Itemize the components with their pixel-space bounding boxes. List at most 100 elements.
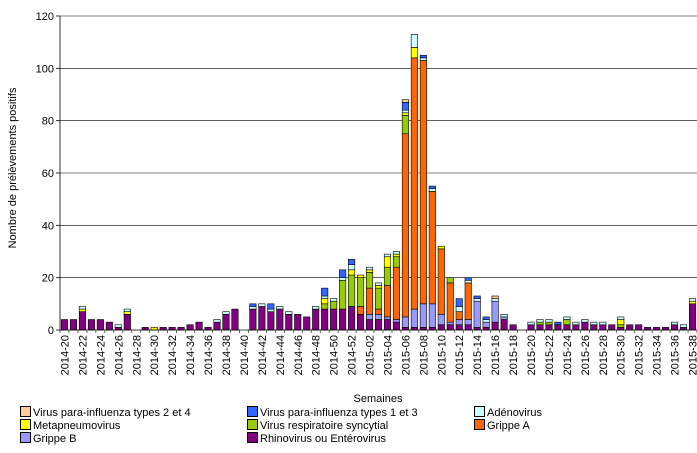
bar-segment — [410, 47, 418, 59]
bar-segment — [401, 115, 409, 135]
bar-segment — [392, 321, 400, 331]
bar-segment — [500, 313, 508, 318]
x-tick-labels: 2014-20 2014-22 2014-24 2014-26 2014-28 2014-… — [59, 330, 697, 375]
bar-segment — [339, 308, 347, 331]
y-tick-labels: 0 20 40 60 80 100 120 — [36, 11, 60, 337]
bar-segment — [69, 319, 77, 331]
legend-label: Virus para-influenza types 1 et 3 — [260, 407, 418, 419]
legend-swatch — [247, 406, 258, 417]
bar-segment — [536, 321, 544, 326]
legend-swatch — [20, 419, 31, 430]
x-tick-label: 2015-08 — [418, 335, 430, 375]
bar-segment — [572, 324, 580, 331]
x-tick-label: 2015-30 — [616, 335, 628, 375]
bar-segment — [312, 306, 320, 310]
legend-item: Grippe A — [474, 419, 530, 432]
bar-segment — [374, 319, 383, 331]
bar-segment — [500, 316, 508, 320]
bar-segment — [267, 308, 275, 312]
bar-segment — [401, 99, 409, 103]
bar-segment — [231, 308, 239, 331]
x-tick-label: 2015-26 — [580, 335, 592, 375]
x-tick-label: 2015-24 — [562, 335, 574, 375]
bar-segment — [195, 321, 203, 331]
bar-segment — [321, 287, 329, 297]
bar-segment — [222, 313, 230, 331]
bar-segment — [365, 266, 374, 271]
bar-segment — [258, 303, 266, 307]
bar-segment — [446, 277, 454, 284]
bar-segment — [581, 321, 589, 331]
bar-segment — [491, 300, 499, 323]
bar-segment — [688, 300, 697, 305]
x-tick-label: 2015-32 — [634, 335, 646, 375]
bar-segment — [365, 319, 374, 331]
y-tick-label: 40 — [42, 220, 54, 232]
bar-segment — [383, 256, 392, 268]
bar-segment — [446, 321, 454, 326]
bar-segment — [357, 313, 365, 331]
y-tick-label: 60 — [42, 168, 54, 180]
bar-segment — [680, 324, 688, 328]
bar-segment — [312, 308, 320, 331]
bar-segment — [671, 321, 679, 326]
bar-segment — [464, 319, 472, 326]
x-tick-label: 2015-06 — [400, 335, 412, 375]
bar-segment — [491, 295, 499, 299]
bar-segment — [428, 303, 436, 328]
bar-segment — [401, 102, 409, 111]
x-tick-label: 2015-02 — [365, 335, 377, 375]
bar-segment — [599, 321, 607, 326]
bar-segment — [581, 319, 589, 323]
x-tick-label: 2015-12 — [454, 335, 466, 375]
bar-segment — [545, 319, 553, 323]
bar-segment — [365, 313, 374, 320]
bar-segment — [321, 303, 329, 310]
bar-segment — [123, 313, 131, 331]
x-tick-label: 2014-48 — [311, 335, 323, 375]
x-tick-label: 2015-18 — [508, 335, 520, 375]
legend-label: Grippe A — [487, 420, 530, 432]
bar-segment — [536, 319, 544, 323]
bar-segment — [410, 308, 418, 328]
x-tick-label: 2015-38 — [688, 335, 697, 375]
legend-item: Adénovirus — [474, 406, 542, 419]
y-axis-label: Nombre de prélèvements positifs — [7, 87, 19, 248]
bar-segment — [383, 266, 392, 286]
bar-segment — [455, 311, 463, 320]
x-tick-label: 2014-42 — [257, 335, 269, 375]
legend-swatch — [20, 406, 31, 417]
x-tick-label: 2015-04 — [382, 335, 394, 375]
bar-segment — [213, 319, 221, 323]
bar-segment — [303, 316, 311, 331]
bar-segment — [383, 319, 392, 331]
bar-segment — [365, 287, 374, 315]
bar-segment — [267, 311, 275, 331]
bar-segment — [348, 274, 356, 307]
x-tick-label: 2014-46 — [293, 335, 305, 375]
bar-segment — [527, 324, 535, 331]
x-tick-label: 2015-10 — [436, 335, 448, 375]
x-tick-label: 2014-26 — [113, 335, 125, 375]
legend-label: Adénovirus — [487, 407, 543, 419]
x-tick-label: 2015-14 — [472, 335, 484, 375]
bar-segment — [491, 298, 499, 302]
bar-segment — [563, 316, 571, 320]
bar-segment — [410, 34, 418, 48]
legend-swatch — [247, 432, 258, 443]
x-tick-label: 2014-20 — [59, 335, 71, 375]
x-tick-label: 2015-16 — [490, 335, 502, 375]
legend-label: Metapneumovirus — [33, 420, 121, 432]
bar-segment — [401, 133, 409, 318]
x-tick-label: 2015-28 — [598, 335, 610, 375]
x-tick-label: 2014-28 — [131, 335, 143, 375]
bar-segment — [374, 285, 383, 289]
legend-item: Virus para-influenza types 1 et 3 — [247, 406, 418, 419]
bar-segment — [545, 324, 553, 331]
bar-segment — [419, 57, 427, 61]
bar-segment — [617, 324, 625, 328]
bar-segment — [348, 269, 356, 276]
bar-segment — [428, 188, 436, 192]
y-tick-label: 80 — [42, 116, 54, 128]
bar-segment — [392, 256, 400, 268]
